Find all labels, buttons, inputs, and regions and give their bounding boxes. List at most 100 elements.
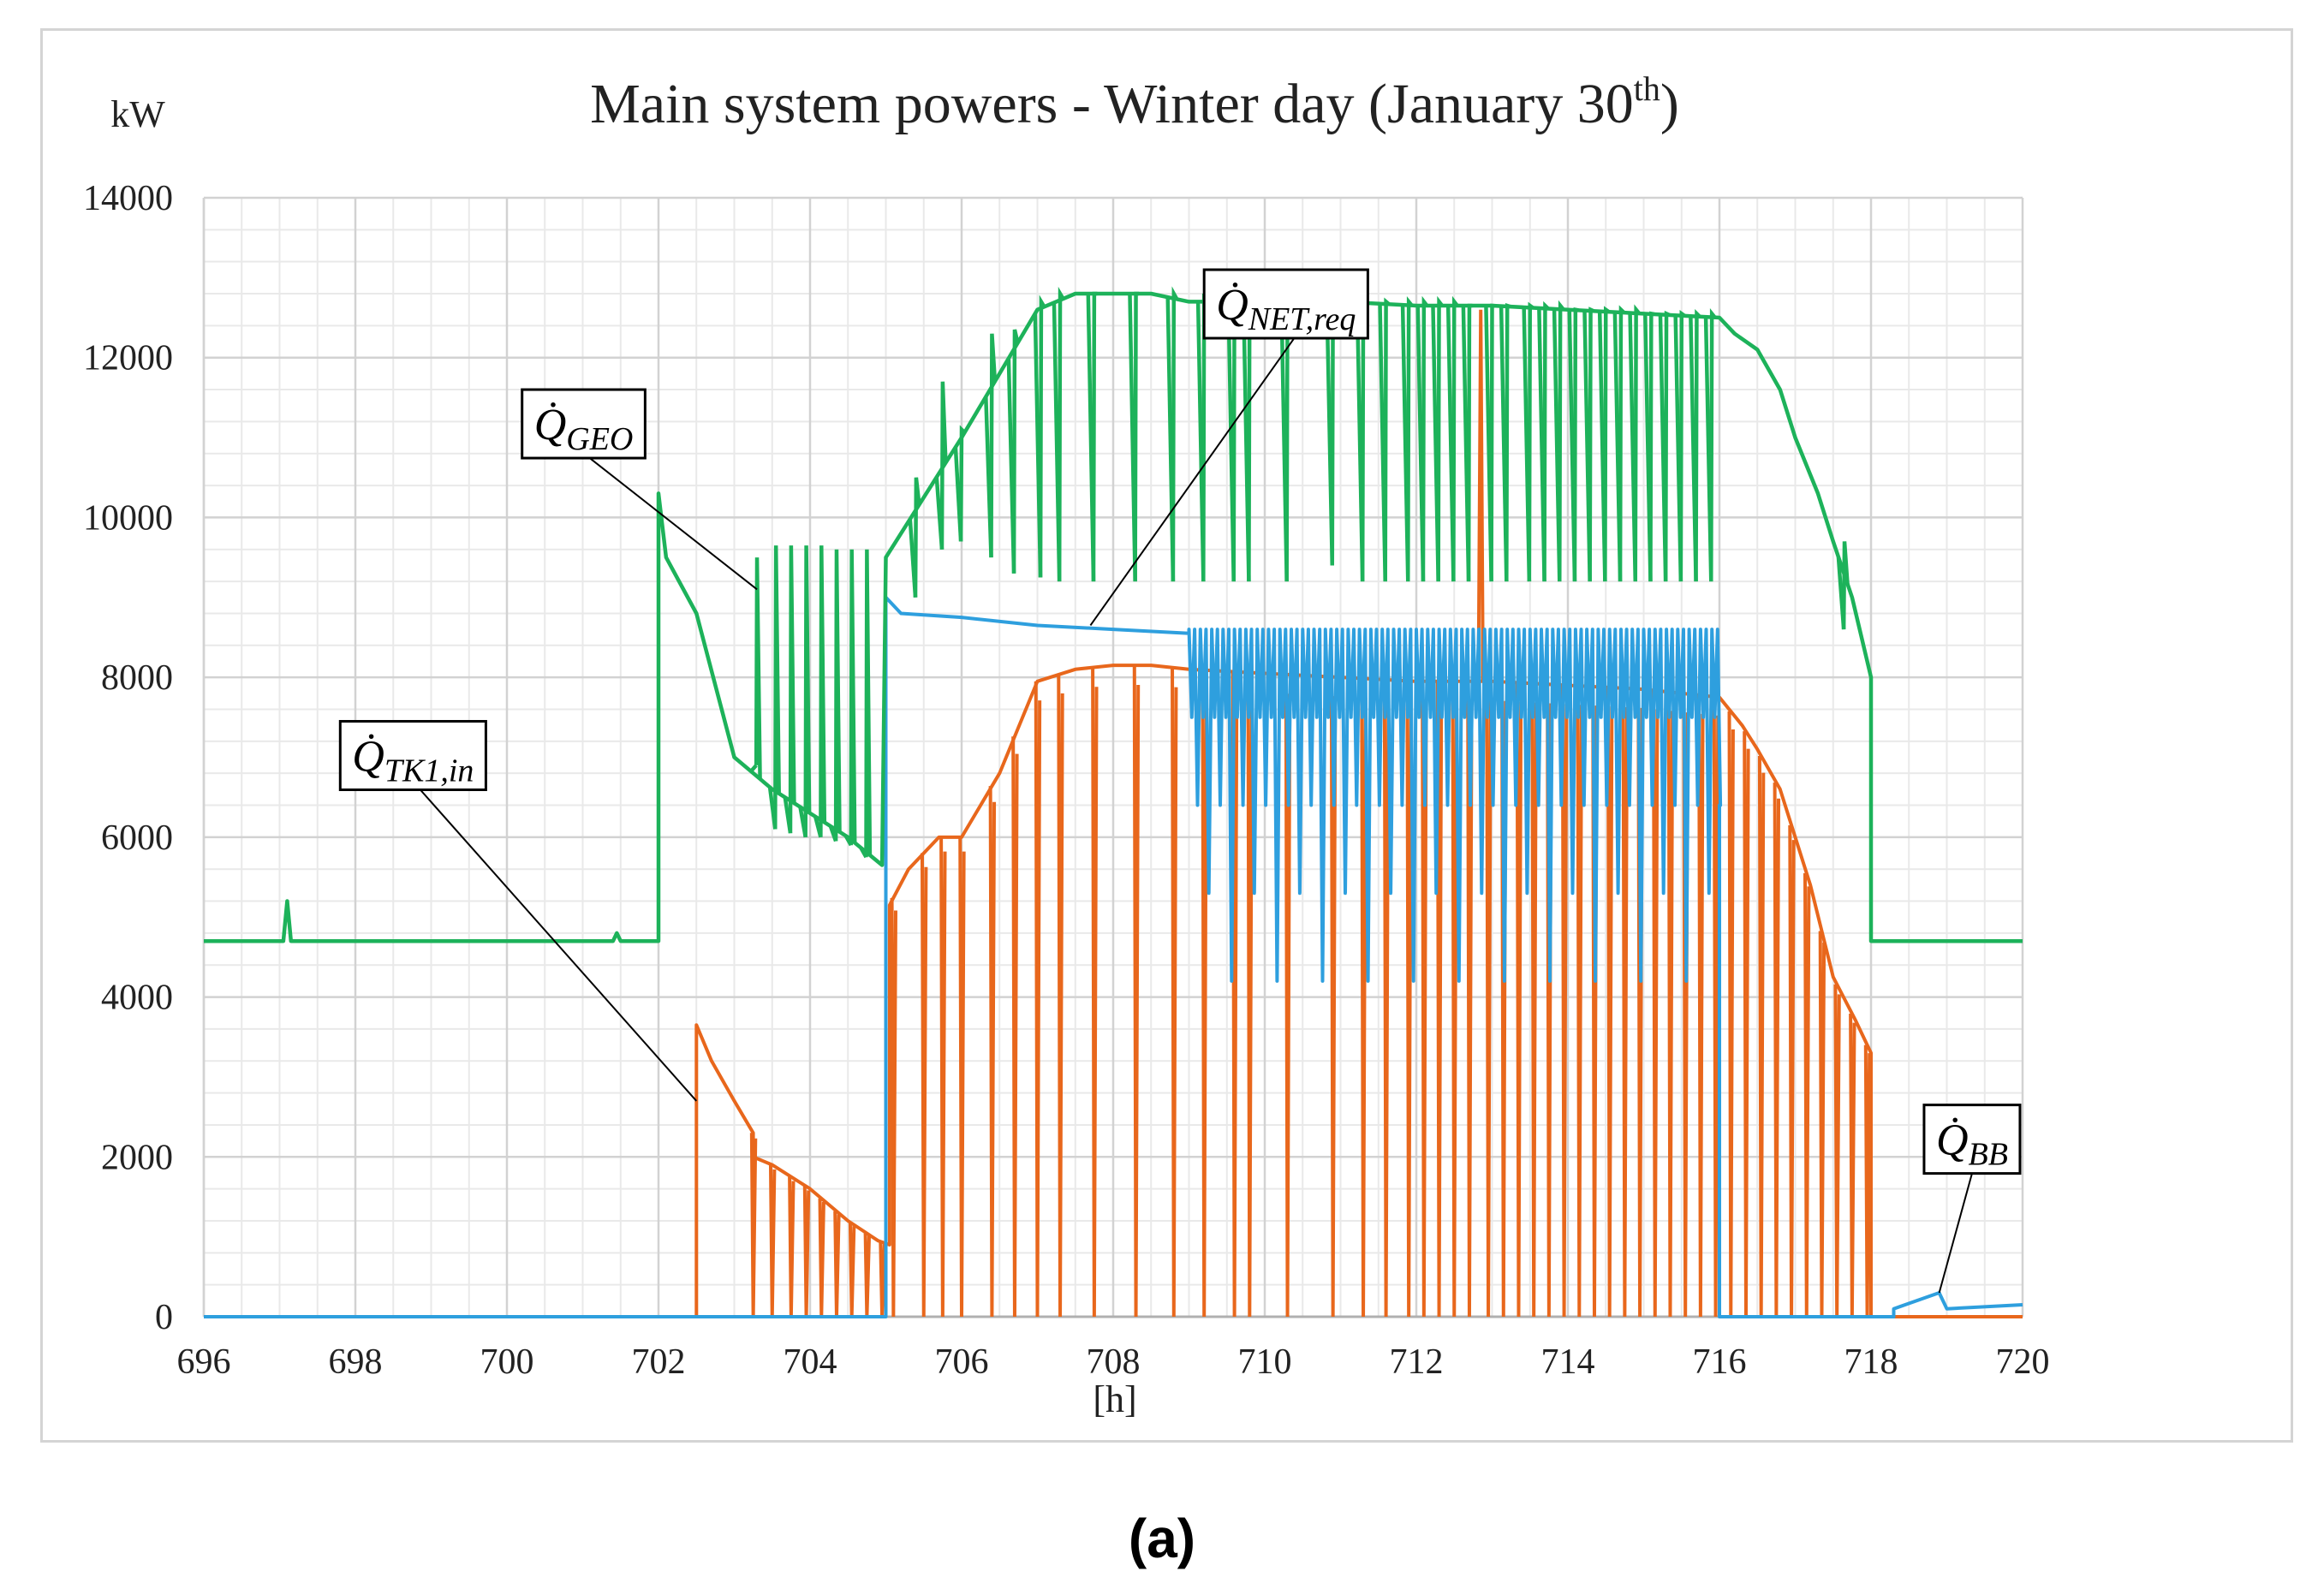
series-geo-spike [1195,301,1206,582]
x-tick-label: 714 [1541,1342,1595,1382]
x-tick-label: 720 [1996,1342,2050,1382]
series-tk1-dip [1743,731,1750,1318]
x-tick-label: 716 [1693,1342,1747,1382]
series-geo-spike [1709,308,1717,582]
series-geo-spike [1461,305,1471,582]
series-tk1-dip [1466,681,1474,1318]
series-geo-spike [1537,307,1546,582]
series-tk1-dip [788,1176,796,1318]
series-geo-spike [803,545,812,837]
x-tick-label: 710 [1238,1342,1292,1382]
series-geo-spike [767,787,778,830]
series-geo-spike [1663,310,1671,582]
series-tk1-dip [1621,687,1630,1318]
series-tk1-dip [848,1223,856,1318]
series-geo-spike [1673,315,1683,582]
series-geo-spike [1628,312,1638,582]
series-geo-spike [1165,297,1176,582]
series-geo-spike [1279,301,1289,582]
series-tk1-dip [1818,931,1826,1318]
series-geo-spike [1597,311,1607,582]
series-tk1-dip [1284,674,1292,1318]
series-tk1-dip [958,836,966,1318]
series-tk1-dip [1246,672,1254,1318]
series-tk1-dip [749,1133,758,1318]
series-geo-spike [1378,303,1387,582]
series-geo-spike [1466,303,1473,582]
series-tk1-dip [1171,667,1178,1318]
series-geo-line [204,291,2023,943]
series-tk1-dip [1057,674,1064,1318]
series-geo-spike [1241,301,1251,582]
series-geo-spike [1086,293,1096,582]
y-axis-unit: kW [110,93,165,135]
series-tk1-dip [1606,687,1614,1318]
x-axis-label: [h] [1093,1378,1136,1420]
series-geo-spike [828,825,838,842]
series-geo-spike [913,477,921,598]
y-tick-label: 8000 [101,658,173,698]
series-geo-spike [1006,358,1016,574]
series-geo-spike [1057,286,1065,582]
series-geo-spike [1406,296,1414,582]
series-tk1-dip [1360,678,1368,1318]
series-tk1-dip [1773,783,1781,1318]
annotation-label: Q̇BB [1936,1116,2008,1173]
text-layer: Main system powers - Winter day (January… [83,69,2050,1420]
annotation-box [1922,1104,2022,1175]
chart-title: Main system powers - Winter day (January… [590,69,1679,135]
x-tick-label: 696 [177,1342,231,1382]
series-geo-spike [749,764,758,773]
series-geo-spike [1648,311,1655,582]
series-geo-spike [1484,305,1493,582]
series-geo-spike [1489,303,1496,582]
series-tk1-dip [1833,984,1841,1318]
y-tick-label: 4000 [101,979,173,1018]
series-tk1-dip [1451,681,1458,1318]
series-tk1-dip [833,1211,841,1318]
series-geo-spike [1582,310,1592,582]
series-geo-spike [1499,306,1509,582]
series-tk1-dip [863,1233,872,1318]
series-geo-spike [1355,302,1365,582]
series-geo-spike [1558,300,1565,582]
series-layer [204,286,2023,1318]
annotation-leader [1089,337,1296,627]
series-tk1-dip [1652,690,1660,1318]
series-geo-spike [1689,316,1698,582]
series-geo-spike [1133,291,1140,582]
series-geo-spike [1383,297,1391,582]
series-tk1-dip [988,786,997,1318]
series-tk1-dip [1863,1044,1872,1318]
figure-caption: (a) [1128,1508,1196,1569]
series-tk1-dip [818,1198,825,1318]
series-geo-spike [1703,317,1713,582]
series-geo-spike [1033,313,1043,578]
series-geo-spike [754,557,762,779]
series-geo-spike [1633,304,1641,582]
series-geo-spike [798,806,807,838]
y-tick-label: 2000 [101,1138,173,1177]
series-geo-spike [1588,306,1595,582]
series-tk1-dip [1421,681,1428,1318]
series-geo-spike [1226,301,1236,582]
series-tk1-dip [1382,679,1391,1318]
series-tk1-line [204,664,2023,1318]
annotation-box [1202,268,1369,340]
series-geo-spike [1836,556,1846,630]
series-geo-spike [989,333,998,558]
annotation-leader [1938,1173,1973,1294]
series-tk1-peak [1476,309,1485,681]
annotation-box [338,719,487,791]
x-tick-label: 700 [480,1342,534,1382]
series-geo-spike [813,816,823,838]
series-tk1-dip [920,853,928,1318]
series-geo-spike [958,425,967,542]
series-geo-spike [908,519,918,598]
series-tk1-dip [1034,681,1042,1318]
x-tick-label: 712 [1390,1342,1444,1382]
series-geo-spike [1618,305,1626,582]
series-geo-spike [1603,306,1611,582]
series-geo-spike [1572,306,1579,582]
annotation-leader [589,457,758,591]
